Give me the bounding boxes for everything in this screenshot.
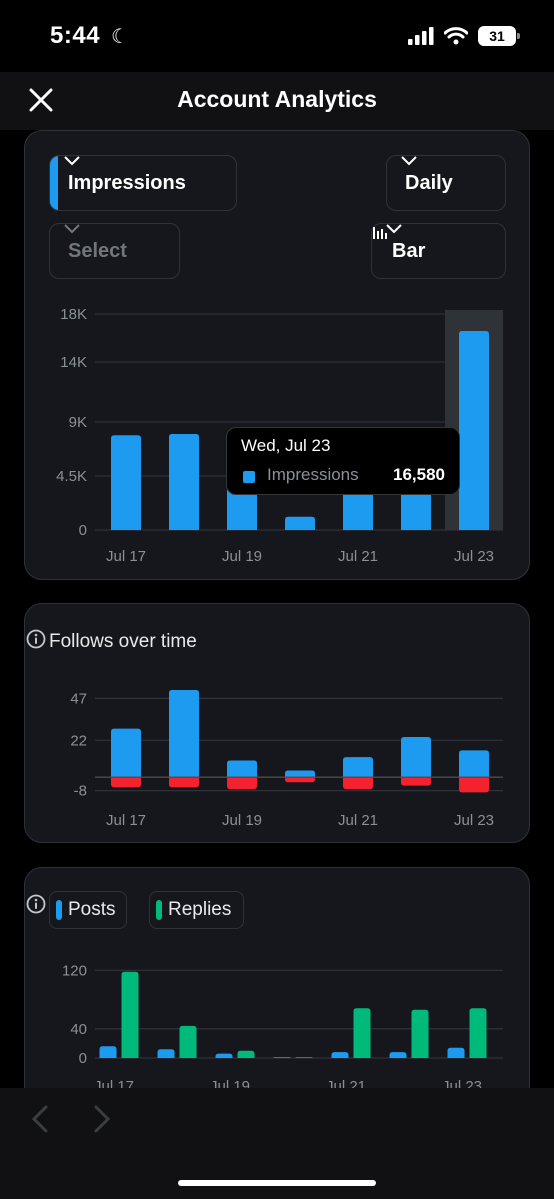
- period-dropdown-label: Daily: [405, 171, 453, 194]
- bar-replies: [121, 971, 139, 1058]
- follows-title: Follows over time: [49, 631, 197, 652]
- bar-replies: [411, 1009, 429, 1058]
- bar-posts: [99, 1046, 117, 1058]
- bar-follows-lost: [169, 777, 199, 788]
- chart-type-label: Bar: [392, 239, 426, 262]
- y-tick-label: 9K: [69, 414, 87, 431]
- close-icon[interactable]: [26, 85, 56, 115]
- bar-follows-lost: [343, 777, 373, 789]
- bar-posts: [331, 1052, 349, 1058]
- bar-replies: [295, 1057, 313, 1058]
- tooltip-label: Impressions: [267, 465, 359, 484]
- follows-card: -8 22 47 Jul 17 Jul 19 Jul 21 Jul 23 Follows o…: [24, 603, 530, 843]
- impressions-card: Impressions Daily Select Bar 0 4.5K 9K 14K 1…: [24, 130, 530, 580]
- legend-posts[interactable]: Posts: [49, 891, 127, 929]
- x-tick-label: Jul 19: [222, 812, 262, 829]
- wifi-icon: [444, 27, 468, 45]
- bar-posts: [157, 1049, 175, 1058]
- bar-follows-lost: [459, 777, 489, 793]
- bar-replies: [469, 1008, 487, 1058]
- tooltip-value: 16,580: [393, 465, 445, 484]
- posts-replies-card: 0 40 120 Jul 17 Jul 19 Jul 21 Jul 23 Posts Rep…: [24, 867, 530, 1127]
- y-tick-label: -8: [74, 783, 87, 800]
- x-tick-label: Jul 23: [454, 812, 494, 829]
- y-tick-label: 47: [70, 690, 87, 707]
- bar-follows-gained: [401, 736, 431, 778]
- bar-posts: [389, 1052, 407, 1058]
- bar-follows-gained: [227, 760, 257, 778]
- x-tick-label: Jul 17: [106, 812, 146, 829]
- info-icon[interactable]: [25, 628, 47, 650]
- period-dropdown[interactable]: Daily: [386, 155, 506, 211]
- y-tick-label: 18K: [60, 306, 87, 323]
- legend-posts-label: Posts: [68, 899, 116, 920]
- do-not-disturb-icon: ☾: [111, 26, 129, 48]
- bar-follows-gained: [459, 750, 489, 778]
- x-tick-label: Jul 21: [338, 548, 378, 565]
- bar-follows-lost: [227, 777, 257, 789]
- info-icon[interactable]: [25, 893, 47, 915]
- posts-swatch: [56, 900, 62, 920]
- y-tick-label: 14K: [60, 354, 87, 371]
- bar-follows-gained: [169, 690, 199, 778]
- x-tick-label: Jul 21: [338, 812, 378, 829]
- legend-replies-label: Replies: [168, 899, 232, 920]
- status-time: 5:44: [50, 22, 101, 49]
- chevron-down-icon: [64, 224, 80, 234]
- bar-replies: [353, 1008, 371, 1058]
- chart-tooltip: Wed, Jul 23 Impressions 16,580: [226, 427, 460, 495]
- bar-follows-gained: [343, 757, 373, 778]
- filter-select-dropdown[interactable]: Select: [49, 223, 180, 279]
- bar-follows-gained: [111, 728, 141, 778]
- bar-impressions: [285, 516, 315, 530]
- bar-follows-lost: [111, 777, 141, 788]
- bar-follows-lost: [401, 777, 431, 786]
- y-tick-label: 0: [79, 1050, 87, 1067]
- x-tick-label: Jul 17: [106, 548, 146, 565]
- chevron-down-icon: [386, 224, 402, 234]
- bar-follows-gained: [285, 770, 315, 778]
- back-arrow-icon[interactable]: [30, 1104, 50, 1134]
- y-tick-label: 40: [70, 1021, 87, 1038]
- chevron-down-icon: [64, 156, 80, 166]
- legend-replies[interactable]: Replies: [149, 891, 244, 929]
- replies-swatch: [156, 900, 162, 920]
- filter-select-placeholder: Select: [68, 239, 127, 262]
- bar-posts: [273, 1057, 291, 1058]
- impressions-chart: 0 4.5K 9K 14K 18K Jul 17 Jul 19 Jul 21 Jul 23: [56, 306, 503, 565]
- bar-posts: [215, 1053, 233, 1058]
- x-tick-label: Jul 23: [454, 548, 494, 565]
- follows-chart: -8 22 47 Jul 17 Jul 19 Jul 21 Jul 23: [70, 690, 503, 829]
- bar-impressions: [459, 331, 489, 530]
- header: Account Analytics: [0, 72, 554, 130]
- battery-indicator: 31: [478, 26, 520, 46]
- bar-replies: [179, 1025, 197, 1058]
- bar-chart-icon: [373, 227, 387, 239]
- home-indicator[interactable]: [178, 1180, 376, 1186]
- status-bar: 5:44 ☾ 31: [0, 0, 554, 72]
- forward-arrow-icon[interactable]: [92, 1104, 112, 1134]
- page-title: Account Analytics: [177, 86, 377, 112]
- bar-posts: [447, 1047, 465, 1058]
- chevron-down-icon: [401, 156, 417, 166]
- y-tick-label: 4.5K: [56, 468, 87, 485]
- tooltip-date: Wed, Jul 23: [241, 436, 331, 455]
- bar-replies: [237, 1050, 255, 1058]
- bar-impressions: [111, 435, 141, 530]
- metric-dropdown[interactable]: Impressions: [49, 155, 237, 211]
- x-tick-label: Jul 19: [222, 548, 262, 565]
- chart-type-dropdown[interactable]: Bar: [371, 223, 506, 279]
- cellular-signal-icon: [408, 27, 434, 45]
- bar-follows-lost: [285, 777, 315, 783]
- y-tick-label: 0: [79, 522, 87, 539]
- bar-impressions: [343, 489, 373, 530]
- y-tick-label: 22: [70, 732, 87, 749]
- status-icons: 31: [408, 26, 520, 46]
- tooltip-swatch: [243, 471, 255, 483]
- bar-impressions: [169, 434, 199, 530]
- bottom-toolbar: [0, 1088, 554, 1199]
- metric-dropdown-label: Impressions: [68, 171, 186, 194]
- y-tick-label: 120: [62, 962, 87, 979]
